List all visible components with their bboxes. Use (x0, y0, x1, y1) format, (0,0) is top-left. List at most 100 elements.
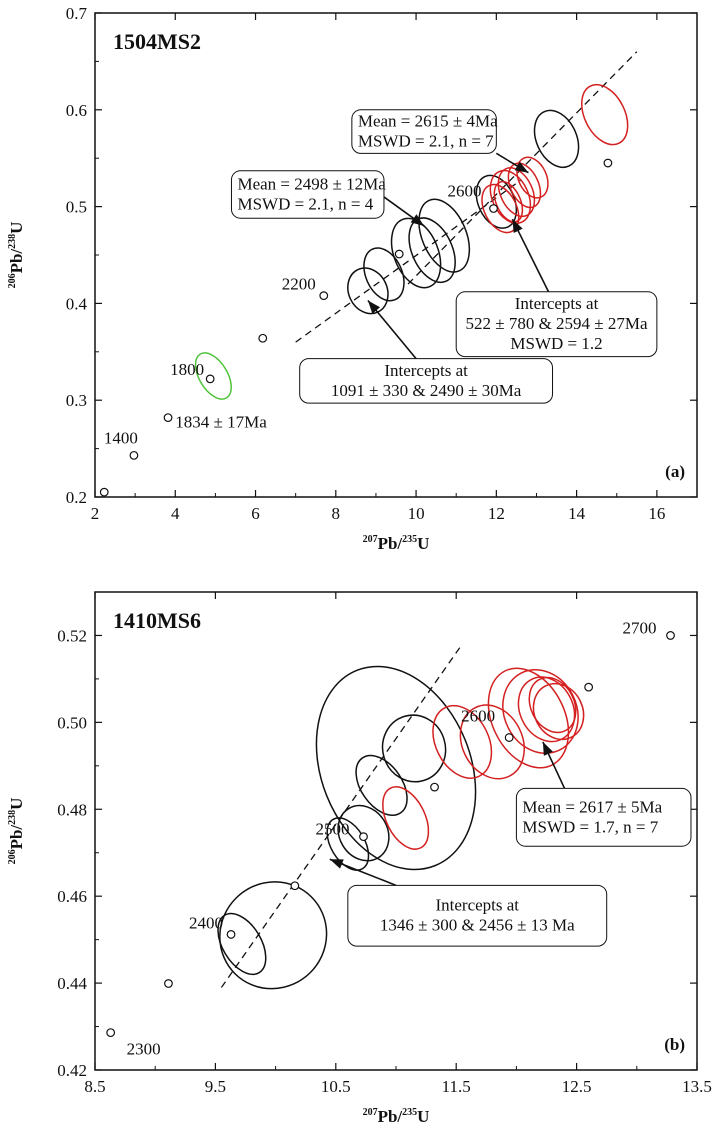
annotation-text: 1346 ± 300 & 2456 ± 13 Ma (380, 916, 575, 935)
y-tick-label: 0.5 (66, 198, 87, 217)
y-tick-label: 0.7 (66, 4, 88, 23)
annotation-text: MSWD = 1.7, n = 7 (522, 817, 658, 836)
annotation-text: Mean = 2615 ± 4Ma (358, 112, 498, 131)
chart-panel-a: 2 4 6 8 10 12 14 16 0.2 0.3 0.4 0.5 0.6 0.7 207Pb/235U… (7, 4, 698, 553)
error-ellipse-red (516, 156, 549, 199)
annotation-text: Intercepts at (515, 294, 599, 313)
error-ellipse-black (337, 804, 390, 862)
x-tick-label: 13.5 (682, 1077, 712, 1096)
x-tick-label: 4 (171, 504, 180, 523)
age-marker (359, 832, 368, 842)
error-ellipse-red (502, 669, 579, 754)
annotation-text: Mean = 2498 ± 12Ma (237, 175, 386, 194)
error-ellipse-red (517, 676, 576, 743)
error-ellipse-red (487, 667, 570, 769)
age-marker (99, 487, 109, 497)
annotation-text: MSWD = 1.2 (510, 334, 602, 353)
annotation-text: MSWD = 2.1, n = 4 (237, 195, 373, 214)
annotation-box (230, 170, 385, 219)
arrow-head (514, 161, 529, 173)
y-tick-label: 0.48 (57, 800, 87, 819)
y-tick-label: 0.6 (66, 101, 87, 120)
x-tick-label: 9.5 (205, 1077, 226, 1096)
age-marker (258, 333, 268, 343)
panel-title: 1410MS6 (113, 608, 201, 633)
error-ellipse-red (581, 83, 629, 146)
annotation-text: Intercepts at (435, 896, 519, 915)
arrow-head (329, 859, 344, 869)
age-marker-label: 1800 (170, 360, 204, 379)
age-marker (430, 782, 439, 792)
age-marker-label: 2300 (127, 1040, 161, 1059)
annotation-box (299, 358, 554, 404)
x-tick-label: 10 (408, 504, 425, 523)
age-marker (603, 158, 613, 168)
annotation-arrow (511, 218, 550, 293)
error-ellipse-black (390, 217, 442, 289)
age-marker (290, 881, 300, 891)
age-marker (163, 413, 173, 423)
error-ellipse-black (355, 754, 408, 816)
age-marker (205, 374, 215, 384)
error-ellipse-red (528, 676, 577, 734)
discordia-line (407, 51, 638, 285)
x-tick-label: 6 (251, 504, 260, 523)
panel-tag: (a) (665, 462, 685, 481)
y-axis-label: 206Pb/238U (7, 222, 26, 289)
age-marker (666, 631, 675, 640)
error-ellipse-red (382, 786, 430, 850)
error-ellipse-black (381, 714, 447, 783)
panel-title: 1504MS2 (113, 29, 201, 54)
age-marker-label: 2600 (461, 707, 495, 726)
y-tick-label: 0.2 (66, 488, 87, 507)
age-marker (129, 450, 139, 460)
age-marker-label: 2600 (448, 182, 482, 201)
error-ellipse-black (219, 881, 328, 990)
error-ellipse-red (532, 682, 585, 741)
x-tick-label: 11.5 (442, 1077, 471, 1096)
annotation-box (347, 884, 608, 947)
age-marker-label: 2400 (189, 913, 223, 932)
arrow-head (410, 214, 425, 226)
age-marker-label: 2200 (282, 275, 316, 294)
error-ellipse-red (459, 704, 525, 780)
age-marker (489, 204, 498, 213)
plot-area (194, 51, 638, 400)
error-ellipse-black (315, 665, 477, 871)
age-result-label: 1834 ± 17Ma (175, 412, 267, 431)
error-ellipse-black (363, 247, 405, 302)
age-marker (226, 930, 236, 939)
x-tick-label: 8.5 (84, 1077, 105, 1096)
arrow-head (542, 741, 553, 756)
annotation-text: MSWD = 2.1, n = 7 (358, 132, 494, 151)
annotation-text: Intercepts at (384, 361, 468, 380)
age-marker (504, 733, 514, 742)
x-tick-label: 16 (648, 504, 665, 523)
error-ellipse-black (408, 217, 456, 284)
annotation-box (351, 109, 497, 154)
annotation-box (515, 787, 692, 847)
y-tick-label: 0.52 (57, 626, 87, 645)
y-tick-label: 0.42 (57, 1061, 87, 1080)
age-marker (106, 1028, 116, 1038)
y-axis-label: 206Pb/238U (7, 798, 26, 865)
error-ellipse-black (533, 109, 580, 168)
panel-tag: (b) (664, 1035, 685, 1054)
y-tick-label: 0.46 (57, 887, 87, 906)
y-tick-label: 0.4 (66, 294, 88, 313)
x-tick-label: 2 (91, 504, 100, 523)
age-marker-label: 2500 (315, 820, 349, 839)
x-tick-label: 12.5 (562, 1077, 592, 1096)
x-tick-label: 14 (568, 504, 586, 523)
error-ellipse-red (497, 167, 536, 218)
error-ellipse-black (418, 198, 471, 273)
age-marker (164, 979, 173, 988)
error-ellipse-green (194, 352, 232, 400)
x-tick-label: 8 (332, 504, 341, 523)
x-tick-label: 12 (488, 504, 505, 523)
age-marker (394, 249, 404, 259)
age-marker-label: 1400 (104, 428, 138, 447)
annotation-text: 1091 ± 330 & 2490 ± 30Ma (331, 381, 522, 400)
y-tick-label: 0.50 (57, 713, 87, 732)
x-axis-label: 207Pb/235U (363, 534, 430, 553)
